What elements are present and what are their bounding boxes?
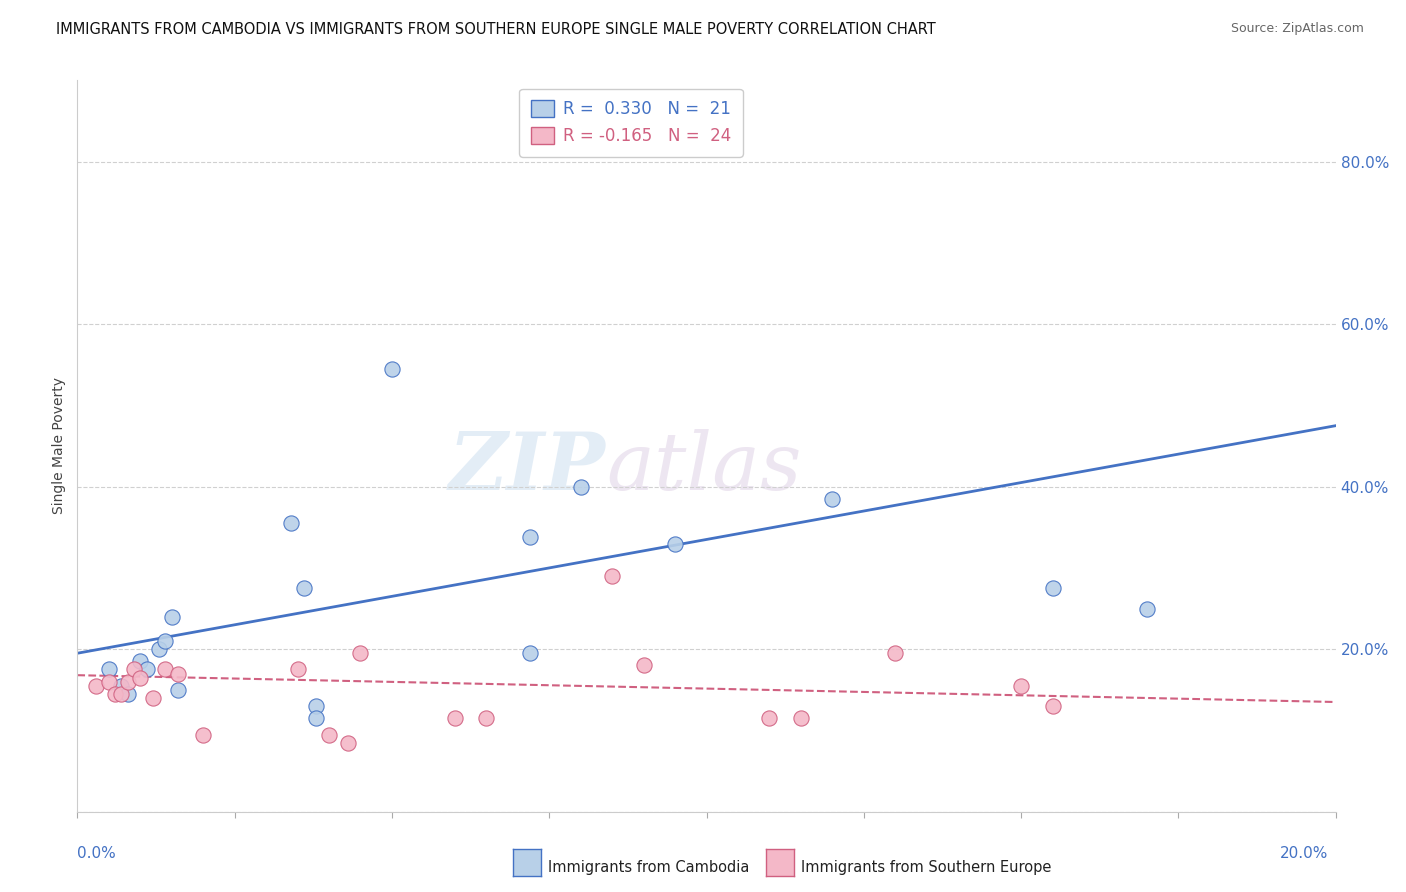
Point: [318, 727, 340, 741]
Point: [664, 536, 686, 550]
Point: [142, 690, 165, 705]
Point: [97, 663, 120, 677]
Point: [160, 609, 183, 624]
Point: [167, 682, 190, 697]
Point: [97, 674, 120, 689]
Point: [155, 634, 177, 648]
Point: [104, 687, 127, 701]
Point: [110, 687, 132, 701]
Point: [155, 663, 177, 677]
Point: [292, 581, 315, 595]
Text: Immigrants from Southern Europe: Immigrants from Southern Europe: [801, 860, 1052, 874]
Point: [633, 658, 655, 673]
Point: [349, 646, 371, 660]
Point: [600, 569, 623, 583]
Point: [129, 654, 152, 668]
Point: [135, 663, 157, 677]
Legend: R =  0.330   N =  21, R = -0.165   N =  24: R = 0.330 N = 21, R = -0.165 N = 24: [519, 88, 742, 157]
Point: [1042, 581, 1064, 595]
Point: [84, 679, 107, 693]
Point: [821, 491, 844, 506]
Point: [519, 646, 541, 660]
Text: 0.0%: 0.0%: [77, 846, 117, 861]
Point: [1042, 699, 1064, 714]
Text: ZIP: ZIP: [449, 429, 606, 507]
Text: Immigrants from Cambodia: Immigrants from Cambodia: [548, 860, 749, 874]
Point: [287, 663, 309, 677]
Point: [790, 711, 813, 725]
Text: IMMIGRANTS FROM CAMBODIA VS IMMIGRANTS FROM SOUTHERN EUROPE SINGLE MALE POVERTY : IMMIGRANTS FROM CAMBODIA VS IMMIGRANTS F…: [56, 22, 936, 37]
Point: [519, 530, 541, 544]
Text: atlas: atlas: [606, 429, 801, 507]
Text: 20.0%: 20.0%: [1281, 846, 1329, 861]
Point: [475, 711, 498, 725]
Point: [884, 646, 907, 660]
Point: [1010, 679, 1032, 693]
Point: [381, 361, 404, 376]
Point: [122, 663, 145, 677]
Point: [129, 671, 152, 685]
Point: [148, 642, 170, 657]
Point: [117, 687, 139, 701]
Point: [1136, 601, 1159, 615]
Point: [191, 727, 215, 741]
Text: Source: ZipAtlas.com: Source: ZipAtlas.com: [1230, 22, 1364, 36]
Point: [110, 679, 132, 693]
Point: [167, 666, 190, 681]
Point: [758, 711, 780, 725]
Point: [280, 516, 302, 531]
Point: [444, 711, 467, 725]
Point: [305, 699, 328, 714]
Point: [336, 736, 359, 750]
Point: [305, 711, 328, 725]
Y-axis label: Single Male Poverty: Single Male Poverty: [52, 377, 66, 515]
Point: [117, 674, 139, 689]
Point: [569, 480, 592, 494]
